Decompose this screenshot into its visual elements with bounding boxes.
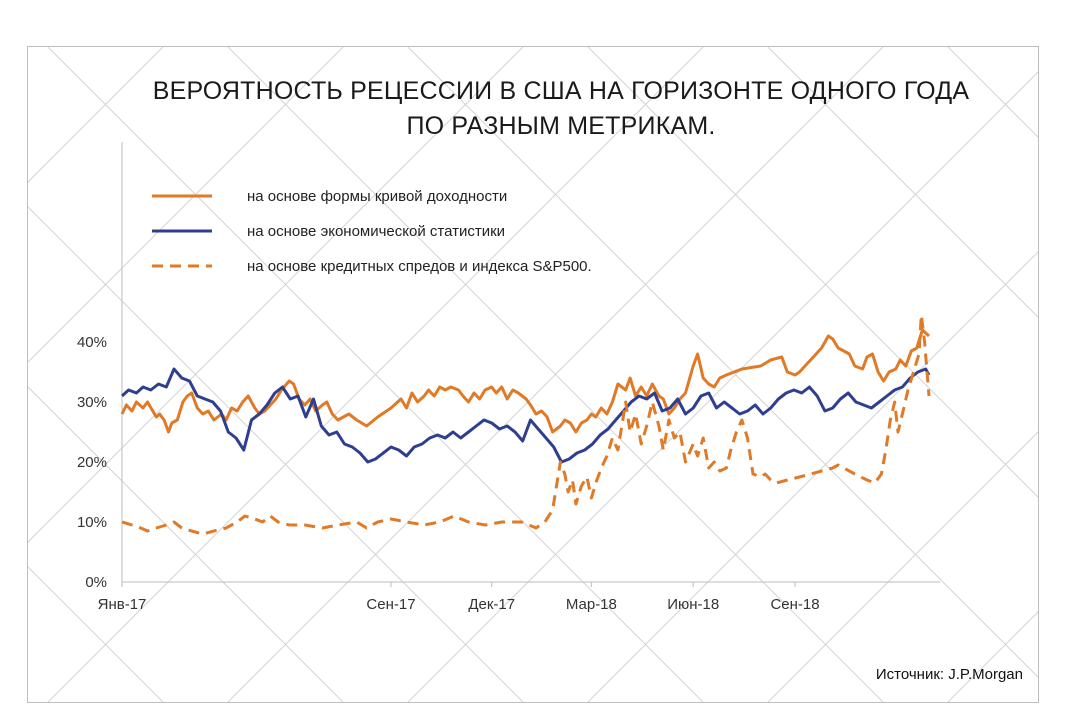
watermark-line [28,386,344,702]
watermark-line [28,47,164,183]
watermark-line [28,47,344,363]
watermark-line [767,47,1038,318]
x-tick-label: Сен-17 [366,596,415,613]
y-tick-label: 30% [77,394,107,411]
x-tick-label: Сен-18 [770,596,819,613]
chart-title-line-2: ПО РАЗНЫМ МЕТРИКАМ. [406,112,716,140]
watermark-line [28,566,164,702]
legend-label-yield-curve: на основе формы кривой доходности [247,188,507,205]
series-line-credit-spreads [121,313,931,536]
chart-title-line-1: ВЕРОЯТНОСТЬ РЕЦЕССИИ В США НА ГОРИЗОНТЕ … [152,77,970,105]
x-tick-label: Янв-17 [98,596,147,613]
y-tick-label: 10% [77,514,107,531]
chart-frame [27,46,1039,703]
y-tick-label: 20% [77,454,107,471]
watermark-line [47,47,704,702]
y-tick-label: 0% [85,574,107,591]
watermark-line [28,47,524,543]
watermark-line [767,431,1038,702]
legend: на основе формы кривой доходности на осн… [152,188,592,275]
x-tick-label: Июн-18 [667,596,719,613]
x-tick-label: Мар-18 [566,596,617,613]
legend-label-economic-stats: на основе экономической статистики [247,223,505,240]
watermark-line [407,71,1038,702]
legend-label-credit-spreads: на основе кредитных спредов и индекса S&… [247,258,592,275]
y-tick-label: 40% [77,334,107,351]
source-note: Источник: J.P.Morgan [875,666,1023,683]
chart-title: ВЕРОЯТНОСТЬ РЕЦЕССИИ В США НА ГОРИЗОНТЕ … [27,74,1068,144]
series-line-economic-stats [120,367,931,464]
x-tick-label: Дек-17 [468,596,515,613]
watermark-line [227,47,884,702]
series-line-yield-curve [120,328,931,434]
